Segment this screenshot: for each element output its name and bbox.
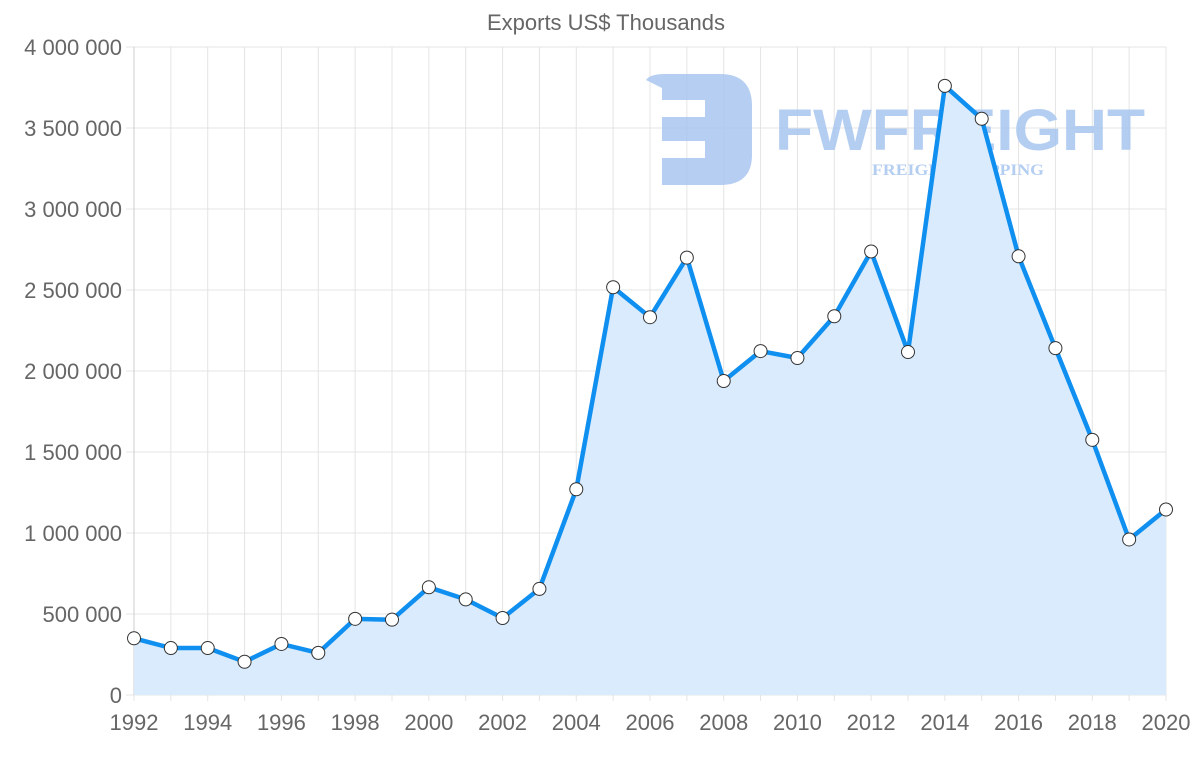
y-tick-label: 2 500 000 bbox=[24, 278, 122, 303]
y-tick-label: 1 500 000 bbox=[24, 440, 122, 465]
x-tick-label: 2018 bbox=[1068, 710, 1117, 735]
y-tick-label: 2 000 000 bbox=[24, 359, 122, 384]
x-tick-label: 2008 bbox=[699, 710, 748, 735]
x-tick-label: 1994 bbox=[183, 710, 232, 735]
fwfreight-logo-icon bbox=[646, 74, 752, 185]
x-tick-label: 2006 bbox=[626, 710, 675, 735]
x-tick-label: 2000 bbox=[404, 710, 453, 735]
data-markers bbox=[127, 78, 1173, 669]
x-tick-label: 1996 bbox=[257, 710, 306, 735]
x-tick-label: 2010 bbox=[773, 710, 822, 735]
x-tick-label: 2020 bbox=[1142, 710, 1191, 735]
y-tick-label: 0 bbox=[110, 683, 122, 708]
watermark: FWFREIGHT FREIGHT SHIPPING bbox=[646, 74, 1145, 185]
area-fill bbox=[134, 85, 1166, 695]
x-tick-label: 2012 bbox=[847, 710, 896, 735]
x-tick-label: 2014 bbox=[920, 710, 969, 735]
y-axis-labels: 0 500 000 1 000 000 1 500 000 2 000 000 2 500… bbox=[24, 35, 122, 708]
y-tick-label: 3 000 000 bbox=[24, 197, 122, 222]
y-tick-label: 3 500 000 bbox=[24, 116, 122, 141]
y-tick-label: 1 000 000 bbox=[24, 521, 122, 546]
x-tick-label: 1992 bbox=[110, 710, 159, 735]
x-axis-labels: 1992 1994 1996 1998 2000 2002 2004 2006 2008 2010… bbox=[110, 710, 1191, 735]
x-tick-label: 2002 bbox=[478, 710, 527, 735]
x-tick-label: 2016 bbox=[994, 710, 1043, 735]
chart-title: Exports US$ Thousands bbox=[487, 10, 725, 35]
y-tick-label: 4 000 000 bbox=[24, 35, 122, 60]
x-tick-label: 1998 bbox=[331, 710, 380, 735]
y-tick-label: 500 000 bbox=[42, 602, 122, 627]
x-tick-label: 2004 bbox=[552, 710, 601, 735]
